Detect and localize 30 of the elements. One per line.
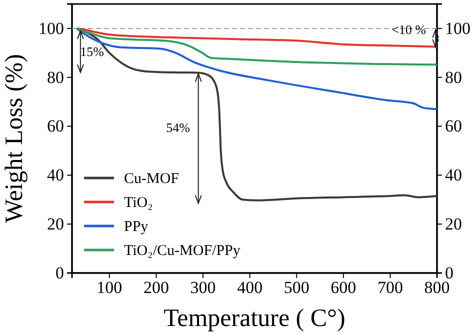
- y-axis-title: Weight Loss (%): [1, 54, 28, 223]
- y-tick-label: 20: [47, 214, 64, 234]
- y2-tick-label: 100: [445, 18, 470, 38]
- x-tick-label: 500: [284, 278, 310, 298]
- x-tick-label: 200: [143, 278, 169, 298]
- annotation: <10 %: [392, 22, 426, 37]
- x-tick-label: 700: [377, 278, 403, 298]
- line-series: [76, 27, 438, 110]
- legend-label: Cu-MOF: [124, 171, 180, 187]
- y-tick-label: 100: [38, 18, 64, 38]
- y2-tick-label: 20: [445, 214, 462, 234]
- legend-label: PPy: [124, 219, 149, 235]
- x-tick-label: 400: [237, 278, 263, 298]
- y2-tick-label: 60: [445, 116, 462, 136]
- x-tick-label: 100: [96, 278, 122, 298]
- annotation: 15%: [80, 44, 104, 59]
- line-series: [76, 27, 438, 48]
- x-axis-title: Temperature ( C°): [164, 305, 346, 332]
- legend-label: TiO₂: [124, 195, 153, 211]
- line-series: [76, 27, 438, 66]
- x-tick-label: 300: [190, 278, 216, 298]
- y-tick-label: 80: [47, 68, 64, 87]
- x-tick-label: 600: [330, 278, 356, 298]
- y2-tick-label: 80: [445, 68, 462, 87]
- legend-label: TiO₂/Cu-MOF/PPy: [124, 243, 241, 259]
- y-tick-label: 40: [47, 166, 64, 185]
- y-tick-label: 0: [56, 263, 64, 282]
- y2-tick-label: 40: [445, 166, 462, 185]
- y-tick-label: 60: [47, 116, 64, 136]
- annotation: 54%: [166, 120, 190, 135]
